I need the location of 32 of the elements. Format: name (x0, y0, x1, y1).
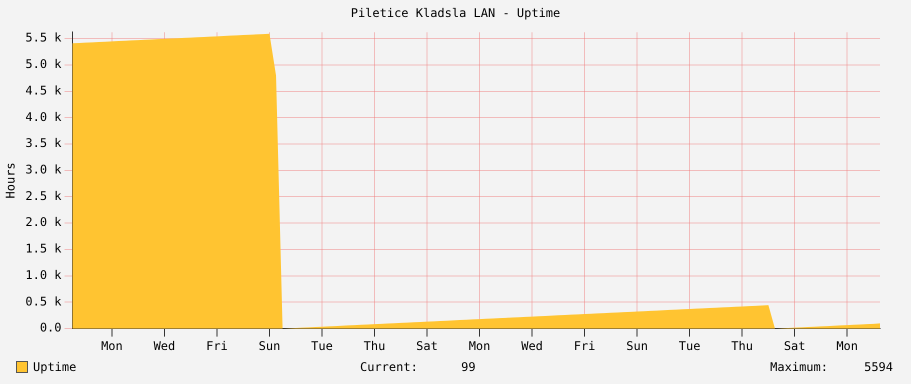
y-tick-label: 3.5 k (25, 136, 62, 150)
x-tick-label: Wed (521, 338, 543, 353)
y-axis-title: Hours (3, 162, 18, 198)
x-tick-label: Thu (364, 338, 386, 353)
x-tick-label: Sun (626, 338, 648, 353)
y-tick-label: 0.5 k (25, 294, 62, 308)
x-tick-label: Mon (468, 338, 490, 353)
y-tick-label: 0.0 (40, 320, 62, 335)
x-tick-label: Mon (836, 338, 858, 353)
x-tick-label: Thu (731, 338, 753, 353)
x-tick-label: Sat (784, 338, 806, 353)
x-tick-label: Tue (311, 338, 333, 353)
y-tick-label: 1.0 k (25, 268, 62, 282)
text: Maximum: 5594 (770, 360, 893, 374)
y-tick-label: 1.5 k (25, 242, 62, 256)
x-tick-label: Fri (206, 338, 228, 353)
x-tick-label: Sun (258, 338, 280, 353)
y-tick-label: 4.0 k (25, 110, 62, 124)
y-tick-label: 3.0 k (25, 162, 62, 177)
x-tick-label: Wed (154, 338, 176, 353)
y-tick-label: 5.5 k (25, 30, 62, 45)
y-tick-label: 2.5 k (25, 188, 62, 203)
y-tick-label: 4.5 k (25, 83, 62, 98)
legend-label: Uptime (33, 360, 76, 374)
y-tick-label: 5.0 k (25, 57, 62, 72)
x-tick-label: Tue (678, 338, 700, 353)
y-tick-label: 2.0 k (25, 215, 62, 230)
x-tick-label: Mon (101, 338, 123, 353)
x-tick-label: Sat (416, 338, 438, 353)
chart-title: Piletice Kladsla LAN - Uptime (350, 6, 562, 20)
text: Current: 99 (360, 360, 476, 374)
x-tick-label: Fri (574, 338, 596, 353)
